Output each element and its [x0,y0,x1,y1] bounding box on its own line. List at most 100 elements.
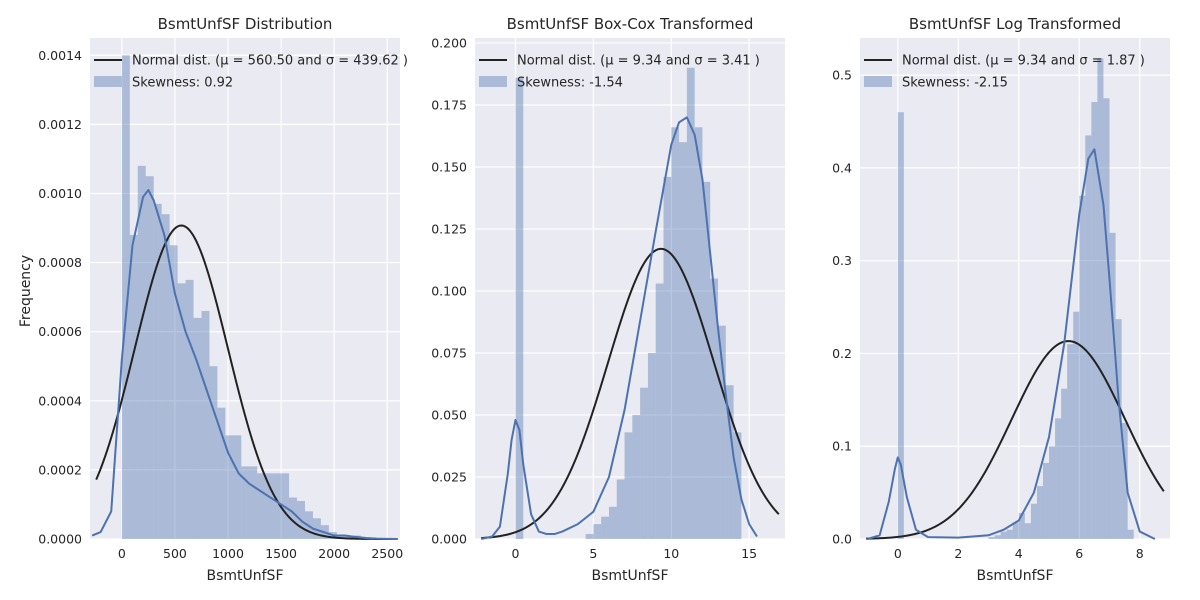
legend-skew-swatch [864,76,892,87]
y-tick-label: 0.0002 [38,462,82,477]
normal-fit-line [866,340,1165,540]
histogram-bar [702,181,711,539]
legend-skew-swatch [94,76,122,87]
x-tick-label: 0 [118,546,126,561]
chart-title: BsmtUnfSF Box-Cox Transformed [507,15,754,33]
subplot-1: 0 500 1000 1500 2000 2500 0.0000 0.0002 0.0004 0.… [38,15,408,584]
legend-skew-swatch [479,76,507,87]
legend-normal-label: Normal dist. (μ = 9.34 and σ = 1.87 ) [902,54,1145,69]
histogram-bar [679,142,687,539]
histogram-bar [241,466,250,539]
x-axis-label: BsmtUnfSF [591,568,668,584]
histogram-bar [585,534,594,539]
histogram-bar [273,473,282,539]
y-tick-label: 0.0004 [38,393,82,408]
histogram-bar [1000,531,1007,539]
histogram-bar [994,535,1001,539]
histogram-bar [647,352,656,539]
histogram-bar [209,366,218,539]
y-tick-label: 0.0006 [38,324,82,339]
kde-line [481,116,758,540]
histogram-bar [1061,388,1068,539]
histogram-bar [593,524,602,539]
histogram-bar [129,234,138,539]
histogram-bar [718,325,726,539]
histogram-bar [624,432,633,539]
y-tick-label: 0.200 [431,35,467,50]
histogram-bar [601,516,609,539]
chart-title: BsmtUnfSF Distribution [158,15,333,33]
y-tick-label: 0.000 [431,532,467,547]
y-tick-label: 0.1 [832,439,852,454]
histogram-bar [640,387,648,539]
histogram-bar [1103,98,1110,540]
legend-skew-label: Skewness: 0.92 [132,76,233,91]
histogram-bar [1079,195,1086,539]
kde-line [91,189,398,540]
histogram-bar [988,537,995,539]
histogram-bar [1018,513,1025,539]
histogram-bar [632,414,641,539]
histogram-bar [1006,529,1013,539]
y-tick-label: 0.0012 [38,117,82,132]
y-tick-label: 0.3 [832,253,852,268]
legend: Normal dist. (μ = 560.50 and σ = 439.62 … [94,54,408,91]
x-tick-label: 1500 [265,546,297,561]
histogram-bar [201,310,210,539]
y-tick-label: 0.4 [832,160,852,175]
x-tick-label: 2000 [318,546,350,561]
y-tick-label: 0.075 [431,345,467,360]
x-tick-label: 0 [512,546,520,561]
x-axis-label: BsmtUnfSF [206,568,283,584]
y-tick-label: 0.0000 [38,532,82,547]
histogram-bar [249,466,258,539]
histogram-bar [1049,446,1056,539]
x-tick-label: 8 [1136,546,1144,561]
y-tick-label: 0.050 [431,407,467,422]
x-tick-label: 10 [663,546,679,561]
histogram-bar [608,506,617,539]
histogram-bar [1109,232,1116,540]
y-tick-label: 0.0014 [38,48,82,63]
histogram-bar [185,279,194,539]
histogram-bar [897,112,904,539]
histogram-bar [1097,58,1104,540]
legend-skew-label: Skewness: -2.15 [902,76,1008,91]
histogram-bar [145,176,154,539]
histogram-bar [193,317,202,539]
x-tick-label: 2500 [371,546,403,561]
histogram-bar [289,497,298,539]
histogram-bar [1012,522,1019,539]
legend: Normal dist. (μ = 9.34 and σ = 1.87 ) Ske… [864,54,1145,91]
x-axis-label: BsmtUnfSF [976,568,1053,584]
histogram-bar [671,127,680,539]
histogram-bar [233,435,242,539]
histogram-bar [725,385,734,539]
x-tick-label: 1000 [212,546,244,561]
histogram-bar [257,473,266,539]
x-tick-label: 2 [954,546,962,561]
histogram-bar [225,435,234,539]
subplot-3: 0 2 4 6 8 0.0 0.1 0.2 0.3 0.4 0.5 BsmtUnfSF Log Tra… [832,15,1170,584]
chart-title: BsmtUnfSF Log Transformed [909,15,1121,33]
histogram-bar [616,479,625,539]
y-tick-label: 0.150 [431,159,467,174]
y-tick-label: 0.0008 [38,255,82,270]
histogram-bar [1067,344,1074,539]
histogram-bar [1091,102,1098,540]
legend-normal-label: Normal dist. (μ = 9.34 and σ = 3.41 ) [517,54,760,69]
y-axis-label: Frequency [18,255,34,327]
normal-fit-line [481,247,780,540]
histogram-bar [153,203,162,540]
histogram-bar [137,165,146,540]
y-tick-label: 0.2 [832,346,852,361]
histogram-bar [694,127,703,539]
histogram-bar [1121,423,1128,539]
histogram-bar [1127,529,1134,539]
x-tick-label: 5 [589,546,597,561]
y-tick-label: 0.125 [431,221,467,236]
subplot-2: 0 5 10 15 0.000 0.025 0.050 0.075 0.100 0.125 0.15… [431,15,785,584]
kde-line [867,148,1156,540]
histogram-bar [655,283,664,539]
